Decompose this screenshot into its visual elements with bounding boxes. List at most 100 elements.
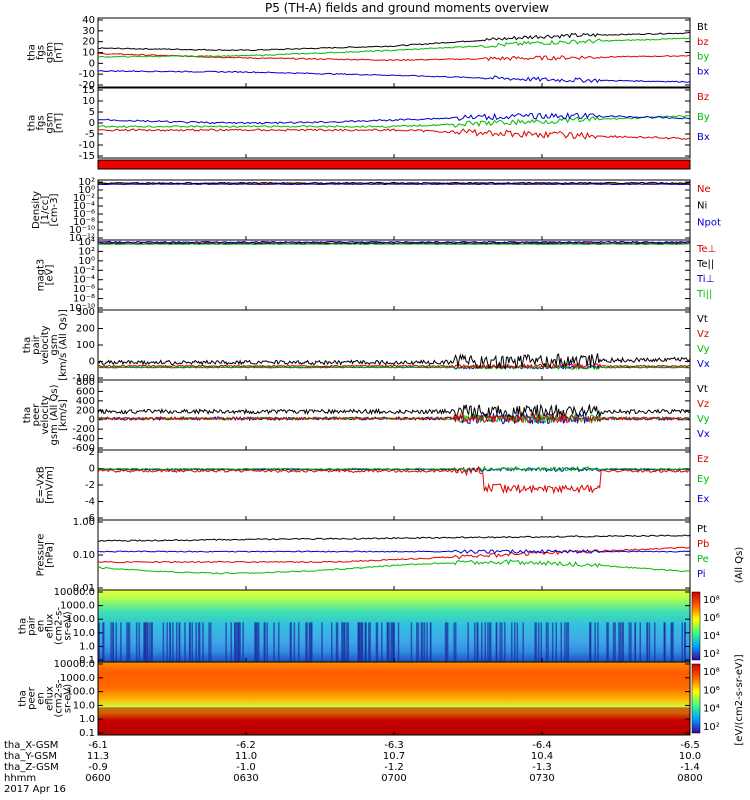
y-tick-label: 10 (82, 48, 95, 59)
footer-value: -1.4 (680, 762, 700, 773)
y-axis-label-line: Pressure (36, 534, 47, 577)
legend-Ey: Ey (697, 474, 709, 485)
y-axis-label-line: gsm (All Qs) (49, 384, 60, 445)
spectrogram-streak (202, 622, 204, 662)
y-axis-label-line: [nT] (54, 113, 65, 133)
y-tick-label: 10000.0 (54, 587, 95, 598)
y-tick-label: -10 (79, 69, 95, 80)
legend-Pb: Pb (697, 539, 709, 550)
y-tick-label: 10⁴ (78, 237, 95, 248)
spectrogram-streak (145, 622, 147, 662)
spectrogram-streak (381, 622, 383, 662)
spectrogram-streak (397, 622, 400, 662)
y-axis-label-line: tha (27, 44, 38, 60)
y-axis-label-line: en (36, 692, 47, 705)
spectrogram-streak (417, 622, 420, 662)
legend-Vz: Vz (697, 329, 709, 340)
spectrogram-streak (594, 622, 596, 662)
y-tick-label: -200 (72, 424, 95, 435)
y-tick-label: 10 (82, 96, 95, 107)
trace (97, 465, 691, 495)
spectrogram-streak (551, 622, 554, 662)
quality-flag-bar (98, 160, 690, 169)
spectrogram-streak (547, 622, 549, 662)
footer-row-label: hhmm (4, 773, 36, 784)
spectrogram-streak (597, 622, 599, 662)
y-tick-label: 200 (76, 324, 95, 335)
y-tick-label: -10 (79, 140, 95, 151)
y-tick-label: 400 (76, 396, 95, 407)
panel-7: 2 0 -2 -4 -6 E=-VxB[mV/m] Ez Ey Ex (36, 447, 710, 524)
y-axis-label-line: [km/s (All Qs)] (58, 309, 69, 381)
spectrogram-streak (342, 622, 344, 662)
legend-Pe: Pe (697, 554, 709, 565)
spectrogram-streak (489, 622, 492, 662)
y-axis-label-line: fgs (36, 45, 47, 60)
y-tick-label: 15 (82, 85, 95, 96)
y-tick-label: 10⁻¹⁰ (69, 225, 95, 236)
spectrogram-streak (535, 622, 537, 662)
spectrogram-streak (361, 622, 363, 662)
spectrogram-streak (162, 622, 165, 662)
y-axis-label: thapaireneflux(cm2-s-sr-eV) (18, 607, 74, 645)
spectrogram-streak (310, 622, 313, 662)
trace (97, 362, 691, 370)
y-axis-label-line: (cm2-s- (54, 679, 65, 717)
series-bx (97, 70, 691, 84)
y-axis-label: E=-VxB[mV/m] (36, 466, 56, 504)
spectrogram-streak (484, 622, 486, 662)
legend-Te||: Te|| (696, 259, 714, 270)
panel-6: 8006004002000-200-400-600thapeervelocity… (22, 377, 710, 454)
spectrogram-streak (127, 622, 130, 662)
y-tick-label: 10⁻¹² (69, 233, 95, 244)
spectrogram-streak (540, 622, 542, 662)
plot-title: P5 (TH-A) fields and ground moments over… (265, 1, 549, 15)
y-axis-label-line: tha (22, 407, 33, 423)
spectrogram-streak (481, 622, 483, 662)
spectrogram-streak (166, 622, 168, 662)
y-axis-label: thapeereneflux(cm2-s-sr-eV) (18, 679, 74, 717)
spectrogram-streak (671, 622, 673, 662)
spectrogram-streak (230, 622, 232, 662)
spectrogram-streak (476, 622, 478, 662)
colorbar-tick-label: 10⁸ (703, 667, 720, 678)
y-tick-label: -600 (72, 443, 95, 454)
panel-frame (97, 519, 691, 591)
spectrogram-streak (138, 622, 140, 662)
spectrogram-streak (112, 622, 114, 662)
spectrogram-streak (619, 622, 622, 662)
y-axis-label-line: tha (27, 115, 38, 131)
spectrogram-streak (147, 622, 149, 662)
legend-Ne: Ne (697, 184, 711, 195)
spectrogram-streak (273, 622, 275, 662)
spectrogram-streak (143, 622, 146, 662)
y-axis-label: Pressure[nPa] (36, 534, 56, 577)
legend-Ez: Ez (697, 454, 709, 465)
legend-Vt: Vt (697, 314, 708, 325)
y-tick-label: 800 (76, 377, 95, 388)
legend-Vz: Vz (697, 399, 709, 410)
spectrogram-streak (191, 622, 193, 662)
footer-value: 0700 (381, 773, 406, 784)
footer-value: 10.4 (531, 751, 553, 762)
spectrogram-streak (128, 622, 131, 662)
y-tick-label: 0.1 (79, 655, 95, 666)
colorbar-tick-label: 10⁸ (703, 595, 720, 606)
spectrogram-streak (169, 622, 171, 662)
spectrogram-streak (120, 622, 122, 662)
panel-frame (97, 449, 691, 521)
y-tick-label: 0.01 (73, 583, 95, 594)
spectrogram-streak (195, 622, 197, 662)
spectrogram-streak (467, 622, 469, 662)
spectrogram-streak (416, 622, 418, 662)
y-axis-label-line: fgs (36, 115, 47, 130)
y-tick-label: -6 (85, 513, 95, 524)
panel-8: 1.00 0.10 0.01 Pressure[nPa] Pt Pb Pe Pi (All Qs… (36, 517, 746, 594)
spectrogram-streak (290, 622, 292, 662)
y-tick-label: 10⁻¹⁰ (69, 303, 95, 314)
spectrogram-streak (335, 622, 338, 662)
spectrogram-streak (172, 622, 174, 662)
legend-Npot: Npot (697, 217, 721, 228)
y-tick-label: -2 (85, 480, 95, 491)
